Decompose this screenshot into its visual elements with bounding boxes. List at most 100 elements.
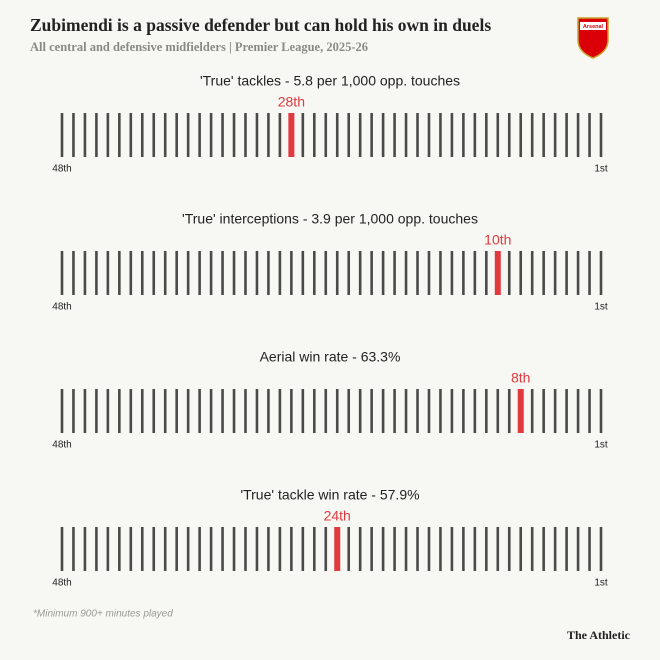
rank-bar (278, 389, 282, 433)
rank-bar (576, 251, 580, 295)
panel-title: 'True' tackle win rate - 57.9% (240, 487, 419, 503)
rank-bar (312, 527, 316, 571)
rank-bar (530, 251, 534, 295)
rank-bar (553, 113, 557, 157)
rank-bar (530, 389, 534, 433)
rank-bar (450, 527, 454, 571)
rank-bar (462, 113, 465, 157)
rank-bar (553, 251, 557, 295)
rank-bar (186, 527, 190, 571)
rank-bar (221, 389, 224, 433)
rank-bar (507, 113, 511, 157)
rank-bar (439, 113, 442, 157)
rank-bar (370, 527, 373, 571)
rank-bar (140, 113, 144, 157)
rank-bar (427, 527, 431, 571)
rank-bar (60, 527, 64, 571)
rank-bar (301, 251, 305, 295)
rank-bar (118, 527, 121, 571)
rank-bar (267, 251, 270, 295)
rank-bar (542, 527, 545, 571)
rank-bar (301, 527, 305, 571)
rank-bar (95, 389, 98, 433)
rank-bar (118, 113, 121, 157)
rank-bar (106, 113, 110, 157)
rank-label: 8th (511, 370, 530, 386)
rank-bar (129, 251, 133, 295)
rank-bar (416, 113, 419, 157)
rank-bar (485, 389, 488, 433)
rank-label: 28th (278, 94, 305, 110)
rank-bar (393, 389, 396, 433)
rank-bar (404, 113, 408, 157)
rank-bar (576, 389, 580, 433)
rank-bar (393, 113, 396, 157)
rank-bar (576, 113, 580, 157)
title: Zubimendi is a passive defender but can … (30, 15, 491, 35)
rank-bar (209, 251, 213, 295)
rank-bar (370, 251, 373, 295)
rank-bar (163, 527, 167, 571)
rank-bar (267, 389, 270, 433)
rank-bar (186, 113, 190, 157)
panel-title: 'True' tackles - 5.8 per 1,000 opp. touc… (200, 73, 460, 89)
rank-bar (599, 251, 603, 295)
rank-bar (152, 527, 156, 571)
rank-bar (290, 251, 293, 295)
rank-bar (198, 251, 201, 295)
rank-bar (485, 113, 488, 157)
rank-bar (118, 251, 121, 295)
rank-bar (255, 527, 259, 571)
footnote: *Minimum 900+ minutes played (33, 609, 173, 620)
rank-bar (439, 251, 442, 295)
rank-bar (358, 527, 362, 571)
rank-bar (335, 113, 339, 157)
x-tick-label: 48th (52, 302, 71, 313)
brand: The Athletic (567, 628, 631, 642)
rank-bar (95, 113, 98, 157)
rank-bar (588, 251, 591, 295)
rank-bar (278, 251, 282, 295)
rank-bar (347, 251, 351, 295)
rank-bar (599, 527, 603, 571)
rank-bar (267, 527, 270, 571)
rank-bar (244, 251, 247, 295)
rank-bar (473, 113, 477, 157)
rank-bar (462, 527, 465, 571)
rank-bar (599, 389, 603, 433)
rank-bar (175, 113, 178, 157)
rank-bar (267, 113, 270, 157)
rank-bar (576, 527, 580, 571)
subtitle: All central and defensive midfielders | … (30, 40, 368, 54)
rank-bar (209, 527, 213, 571)
rank-bar (519, 251, 523, 295)
panel-title: Aerial win rate - 63.3% (260, 349, 401, 365)
rank-bar (198, 113, 201, 157)
rank-bar (565, 527, 568, 571)
rank-bar (255, 113, 259, 157)
rank-bar (95, 251, 98, 295)
rank-bar (496, 389, 500, 433)
rank-bar (473, 389, 477, 433)
rank-bar (450, 113, 454, 157)
rank-bar (290, 389, 293, 433)
x-tick-label: 48th (52, 578, 71, 589)
rank-bar (209, 113, 213, 157)
rank-bar (507, 251, 511, 295)
rank-bar (209, 389, 213, 433)
rank-bar (599, 113, 603, 157)
rank-bar (72, 113, 75, 157)
rank-bar (60, 251, 64, 295)
rank-bar (324, 389, 328, 433)
rank-bar (232, 251, 236, 295)
highlight-bar (334, 527, 341, 571)
logo: Arsenal (577, 17, 609, 59)
rank-bar (163, 389, 167, 433)
crest-band (580, 22, 606, 30)
x-tick-label: 48th (52, 164, 71, 175)
rank-bar (462, 251, 465, 295)
rank-bar (83, 251, 87, 295)
rank-bar (106, 251, 110, 295)
